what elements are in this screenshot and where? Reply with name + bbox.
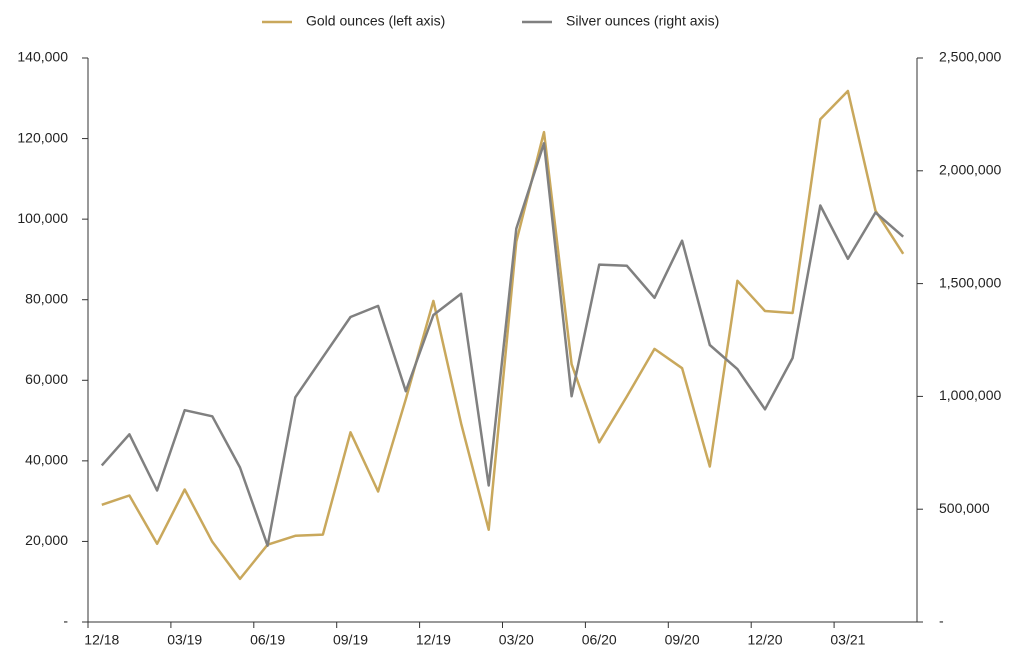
x-tick-label: 09/20 xyxy=(665,632,700,648)
y-tick-label: 80,000 xyxy=(25,290,68,306)
x-tick-label: 03/21 xyxy=(830,632,865,648)
x-tick-label: 12/18 xyxy=(84,632,119,648)
y2-tick-label: 500,000 xyxy=(939,500,990,516)
y-tick-label: 140,000 xyxy=(17,49,68,65)
series-line xyxy=(100,142,905,547)
y2-tick-label: 1,000,000 xyxy=(939,387,1001,403)
y2-tick-label: 1,500,000 xyxy=(939,274,1001,290)
y-tick-label: 120,000 xyxy=(17,129,68,145)
y2-tick-label: - xyxy=(939,613,944,629)
x-tick-label: 06/19 xyxy=(250,632,285,648)
legend-label: Silver ounces (right axis) xyxy=(566,13,719,29)
legend-label: Gold ounces (left axis) xyxy=(306,13,445,29)
y2-tick-label: 2,000,000 xyxy=(939,162,1001,178)
x-tick-label: 12/19 xyxy=(416,632,451,648)
x-tick-label: 09/19 xyxy=(333,632,368,648)
x-tick-label: 06/20 xyxy=(582,632,617,648)
y-tick-label: 60,000 xyxy=(25,371,68,387)
y-tick-label: - xyxy=(63,613,68,629)
x-tick-label: 03/19 xyxy=(167,632,202,648)
y-tick-label: 100,000 xyxy=(17,210,68,226)
x-tick-label: 03/20 xyxy=(499,632,534,648)
y-tick-label: 20,000 xyxy=(25,532,68,548)
y2-tick-label: 2,500,000 xyxy=(939,49,1001,65)
series-line xyxy=(101,89,905,581)
x-tick-label: 12/20 xyxy=(747,632,782,648)
y-tick-label: 40,000 xyxy=(25,452,68,468)
